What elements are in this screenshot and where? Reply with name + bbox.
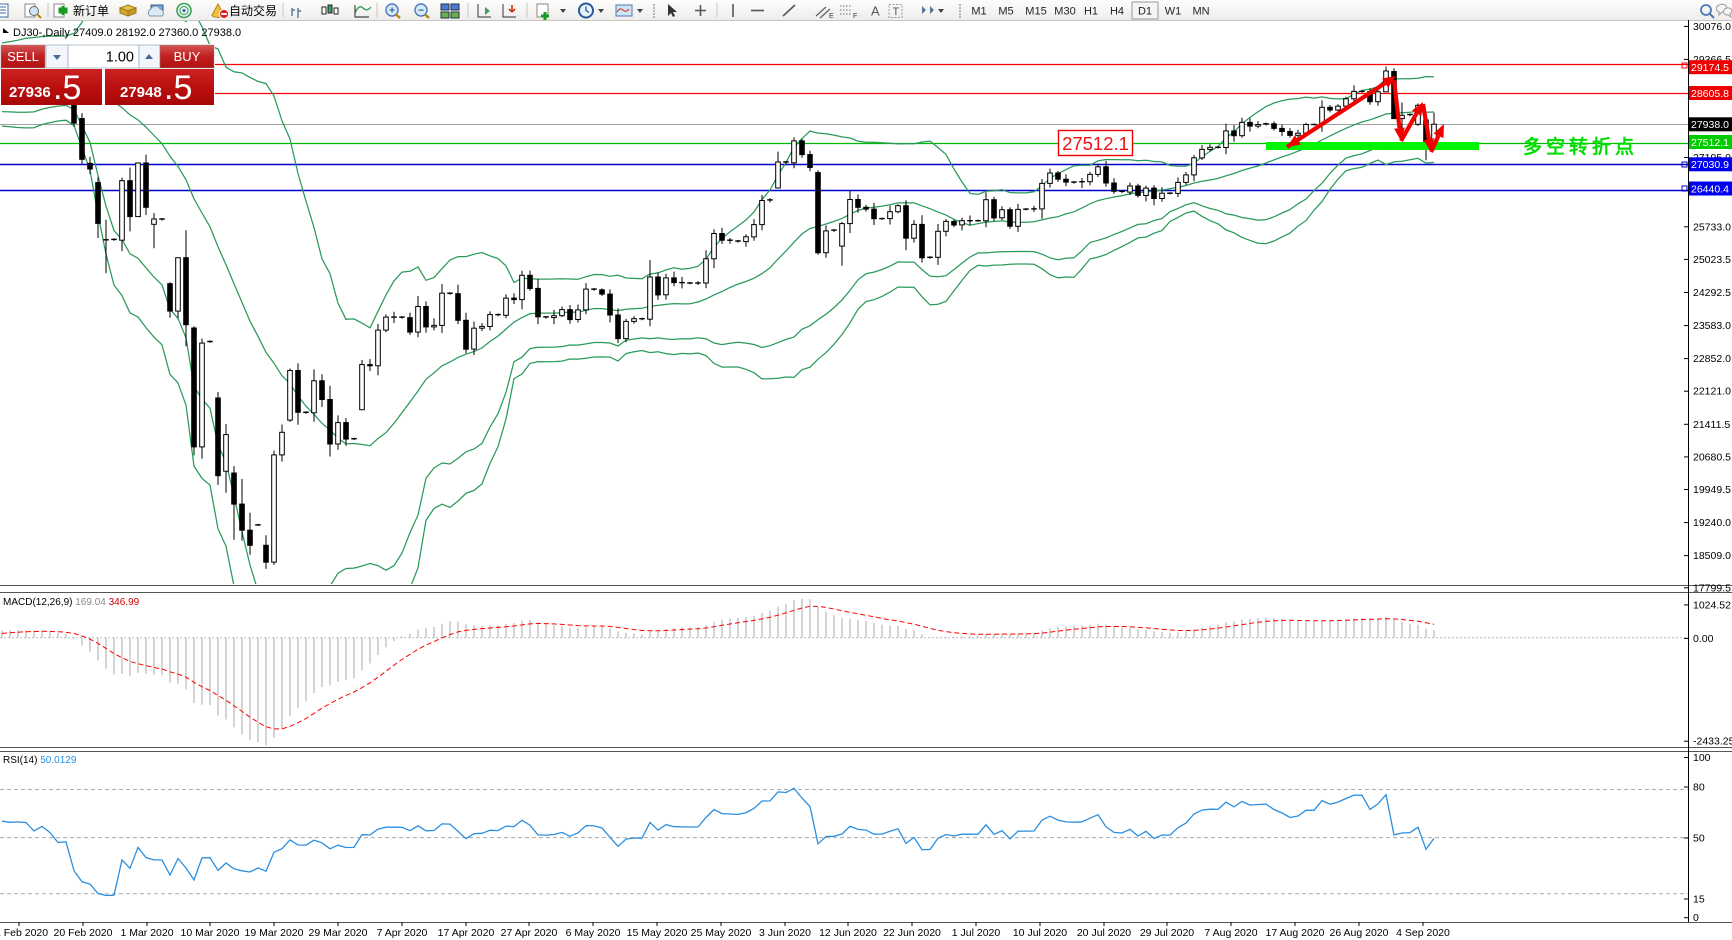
svg-text:-2433.25: -2433.25 — [1693, 736, 1732, 748]
svg-text:6 May 2020: 6 May 2020 — [566, 927, 621, 939]
svg-text:MN: MN — [1192, 6, 1209, 18]
svg-text:100: 100 — [1693, 752, 1711, 764]
svg-text:MACD(12,26,9) 169.04 346.99: MACD(12,26,9) 169.04 346.99 — [3, 597, 140, 608]
svg-text:SELL: SELL — [7, 49, 39, 64]
svg-text:1.00: 1.00 — [106, 50, 134, 66]
svg-text:0.00: 0.00 — [1693, 633, 1714, 645]
svg-text:T: T — [893, 6, 900, 18]
svg-text:1 Jul 2020: 1 Jul 2020 — [952, 927, 1001, 939]
svg-text:10 Mar 2020: 10 Mar 2020 — [181, 927, 240, 939]
svg-text:20 Feb 2020: 20 Feb 2020 — [54, 927, 113, 939]
svg-text:A: A — [871, 4, 880, 19]
svg-text:H1: H1 — [1084, 6, 1098, 18]
svg-text:M1: M1 — [971, 6, 986, 18]
svg-text:多空转折点: 多空转折点 — [1523, 135, 1638, 158]
svg-text:27 Apr 2020: 27 Apr 2020 — [501, 927, 558, 939]
svg-text:RSI(14) 50.0129: RSI(14) 50.0129 — [3, 755, 77, 766]
svg-text:50: 50 — [1693, 833, 1705, 845]
svg-text:DJ30-,Daily 27409.0 28192.0 2: DJ30-,Daily 27409.0 28192.0 27360.0 2793… — [13, 27, 241, 39]
svg-text:27936: 27936 — [9, 84, 51, 101]
svg-text:20680.5: 20680.5 — [1693, 451, 1731, 463]
svg-text:1024.52: 1024.52 — [1693, 599, 1731, 611]
svg-text:22 Jun 2020: 22 Jun 2020 — [883, 927, 941, 939]
svg-text:15: 15 — [1693, 894, 1705, 906]
svg-text:.5: .5 — [53, 69, 81, 107]
svg-text:7 Apr 2020: 7 Apr 2020 — [377, 927, 428, 939]
svg-text:30076.0: 30076.0 — [1693, 21, 1731, 33]
svg-text:22852.0: 22852.0 — [1693, 353, 1731, 365]
svg-text:20 Jul 2020: 20 Jul 2020 — [1077, 927, 1131, 939]
svg-text:27030.9: 27030.9 — [1691, 159, 1729, 171]
svg-text:25023.5: 25023.5 — [1693, 254, 1731, 266]
svg-text:19 Mar 2020: 19 Mar 2020 — [245, 927, 304, 939]
svg-text:1 Mar 2020: 1 Mar 2020 — [120, 927, 173, 939]
svg-text:自动交易: 自动交易 — [229, 3, 277, 18]
svg-text:29174.5: 29174.5 — [1691, 62, 1729, 74]
svg-text:27512.1: 27512.1 — [1062, 133, 1129, 154]
svg-text:21411.5: 21411.5 — [1693, 419, 1730, 431]
svg-text:23583.0: 23583.0 — [1693, 320, 1731, 332]
svg-text:12 Jun 2020: 12 Jun 2020 — [819, 927, 877, 939]
svg-text:17 Aug 2020: 17 Aug 2020 — [1266, 927, 1325, 939]
svg-text:11 Feb 2020: 11 Feb 2020 — [0, 927, 48, 939]
svg-text:W1: W1 — [1165, 6, 1182, 18]
svg-text:18509.0: 18509.0 — [1693, 550, 1731, 562]
svg-text:25733.0: 25733.0 — [1693, 221, 1731, 233]
svg-text:27938.0: 27938.0 — [1691, 119, 1729, 131]
svg-text:28605.8: 28605.8 — [1691, 88, 1729, 100]
svg-text:27512.1: 27512.1 — [1691, 137, 1729, 149]
svg-text:7 Aug 2020: 7 Aug 2020 — [1204, 927, 1257, 939]
svg-text:26440.4: 26440.4 — [1691, 183, 1729, 195]
svg-text:19240.0: 19240.0 — [1693, 517, 1731, 529]
svg-text:H4: H4 — [1110, 6, 1124, 18]
svg-text:−: − — [418, 5, 424, 16]
svg-text:+: + — [389, 5, 395, 16]
svg-text:26 Aug 2020: 26 Aug 2020 — [1330, 927, 1389, 939]
svg-text:29 Jul 2020: 29 Jul 2020 — [1140, 927, 1194, 939]
svg-text:0: 0 — [1693, 912, 1699, 924]
svg-text:4 Sep 2020: 4 Sep 2020 — [1396, 927, 1450, 939]
svg-text:15 May 2020: 15 May 2020 — [627, 927, 688, 939]
svg-text:3 Jun 2020: 3 Jun 2020 — [759, 927, 811, 939]
svg-text:19949.5: 19949.5 — [1693, 484, 1731, 496]
svg-text:.5: .5 — [164, 69, 192, 107]
svg-text:17799.5: 17799.5 — [1693, 582, 1731, 594]
svg-text:22121.0: 22121.0 — [1693, 386, 1731, 398]
svg-text:29 Mar 2020: 29 Mar 2020 — [309, 927, 368, 939]
svg-text:M30: M30 — [1054, 6, 1075, 18]
svg-text:27948: 27948 — [120, 84, 162, 101]
svg-text:新订单: 新订单 — [73, 3, 109, 18]
svg-text:24292.5: 24292.5 — [1693, 287, 1731, 299]
svg-text:17 Apr 2020: 17 Apr 2020 — [438, 927, 495, 939]
svg-text:10 Jul 2020: 10 Jul 2020 — [1013, 927, 1067, 939]
svg-text:F: F — [853, 13, 857, 20]
svg-text:25 May 2020: 25 May 2020 — [691, 927, 752, 939]
svg-text:E: E — [829, 13, 834, 20]
svg-text:M5: M5 — [998, 6, 1013, 18]
svg-text:80: 80 — [1693, 782, 1705, 794]
svg-text:M15: M15 — [1025, 6, 1046, 18]
svg-text:BUY: BUY — [174, 49, 201, 64]
svg-text:D1: D1 — [1138, 6, 1152, 18]
